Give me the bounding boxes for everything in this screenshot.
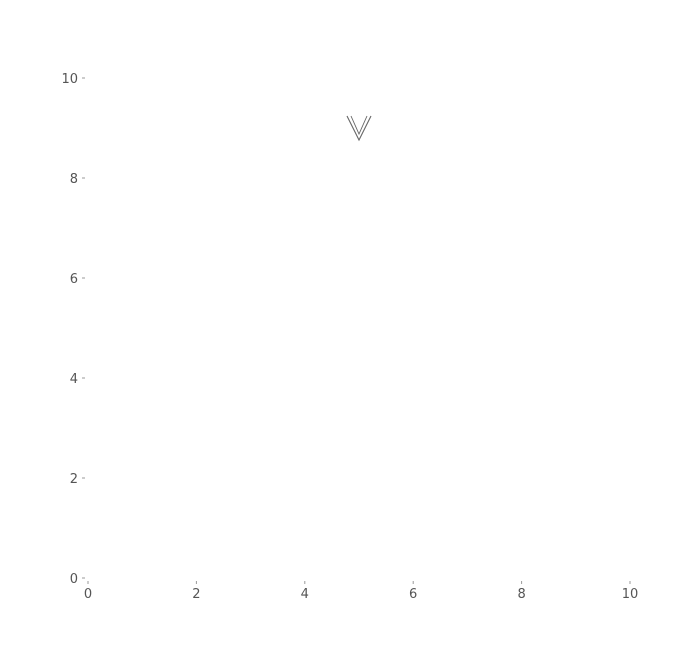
- y-tick-label: 10: [61, 72, 78, 87]
- y-tick-label: 0: [70, 572, 78, 587]
- v-marker-inner-stroke: [350, 115, 368, 136]
- data-point: [346, 115, 372, 142]
- y-tick-label: 6: [70, 272, 78, 287]
- y-tick-label: 2: [70, 472, 78, 487]
- y-tick-label: 4: [70, 372, 78, 387]
- v-marker-outer-stroke: [346, 115, 372, 142]
- data-points: [346, 115, 372, 142]
- x-axis: 0 2 4 6 8 10: [84, 581, 638, 602]
- x-tick-label: 6: [409, 587, 417, 602]
- y-tick-label: 8: [70, 172, 78, 187]
- x-tick-label: 10: [622, 587, 639, 602]
- x-tick-label: 0: [84, 587, 92, 602]
- x-tick-label: 8: [517, 587, 525, 602]
- y-axis: 0 2 4 6 8 10: [61, 72, 85, 587]
- x-tick-label: 4: [301, 587, 309, 602]
- x-tick-label: 2: [192, 587, 200, 602]
